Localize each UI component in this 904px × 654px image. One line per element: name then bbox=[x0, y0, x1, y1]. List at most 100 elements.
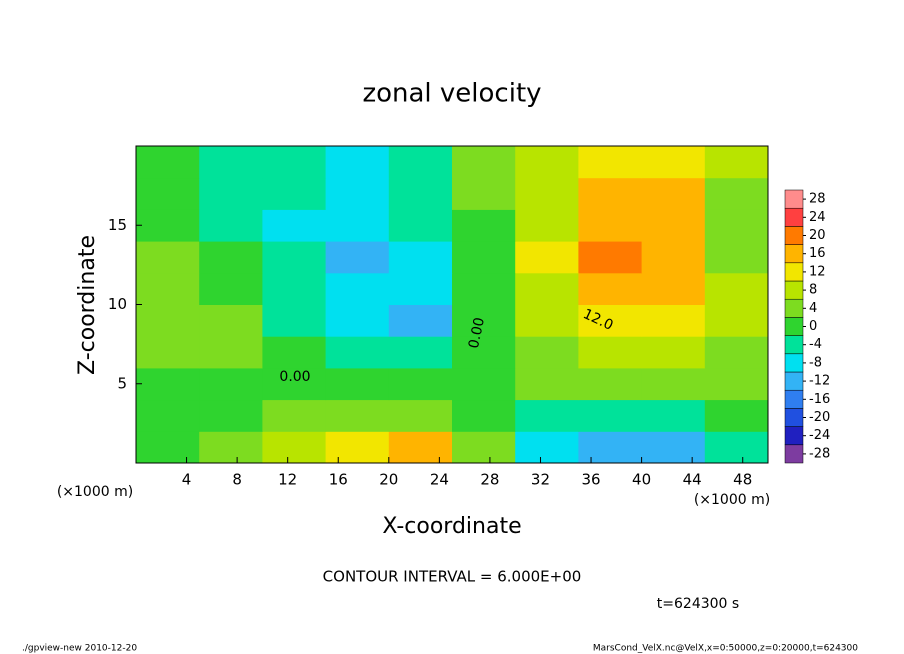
field-cell bbox=[199, 209, 263, 242]
colorbar-tick-label: 24 bbox=[809, 210, 826, 225]
x-tick-label: 28 bbox=[480, 471, 499, 489]
x-tick-label: 48 bbox=[733, 471, 752, 489]
field-cell bbox=[515, 399, 579, 432]
colorbar-segment bbox=[784, 408, 804, 427]
field-cell bbox=[704, 177, 769, 210]
field-cell bbox=[515, 177, 579, 210]
field-cell bbox=[578, 146, 643, 179]
x-tick-label: 20 bbox=[379, 471, 398, 489]
field-cell bbox=[136, 399, 200, 432]
field-cell bbox=[515, 146, 579, 179]
field-cell bbox=[641, 399, 706, 432]
field-cell bbox=[578, 272, 643, 305]
colorbar-tick-label: -8 bbox=[809, 355, 822, 370]
x-tick-label: 12 bbox=[278, 471, 297, 489]
time-label: t=624300 s bbox=[657, 596, 739, 612]
field-cell bbox=[704, 272, 769, 305]
field-cell bbox=[704, 367, 769, 401]
chart-title: zonal velocity bbox=[362, 79, 541, 109]
colorbar-tick-label: 0 bbox=[809, 319, 817, 334]
field-cell bbox=[452, 177, 516, 210]
colorbar-segment bbox=[784, 444, 804, 464]
x-tick-label: 8 bbox=[232, 471, 242, 489]
field-cell bbox=[325, 146, 390, 179]
field-cell bbox=[262, 272, 327, 305]
field-cell bbox=[388, 177, 453, 210]
x-tick-label: 24 bbox=[430, 471, 449, 489]
field-cell bbox=[452, 146, 516, 179]
colorbar-segment bbox=[784, 262, 804, 282]
field-cell bbox=[136, 177, 200, 210]
colorbar-tick-label: -20 bbox=[809, 410, 830, 425]
colorbar-tick-label: -12 bbox=[809, 374, 830, 389]
field-cell bbox=[641, 431, 706, 464]
field-cell bbox=[704, 209, 769, 242]
field-cell bbox=[452, 431, 516, 464]
field-cell bbox=[641, 146, 706, 179]
field-cell bbox=[262, 367, 327, 401]
field-cell bbox=[578, 431, 643, 464]
field-cell bbox=[515, 431, 579, 464]
field-cell bbox=[136, 304, 200, 337]
colorbar-tick-label: 16 bbox=[809, 246, 826, 261]
x-tick-label: 32 bbox=[531, 471, 550, 489]
colorbar-segment bbox=[784, 207, 804, 227]
field-cell bbox=[452, 399, 516, 432]
field-cell bbox=[388, 399, 453, 432]
colorbar-segment bbox=[784, 335, 804, 355]
field-cell bbox=[136, 431, 200, 464]
field-cell bbox=[262, 241, 327, 274]
x-tick-label: 16 bbox=[329, 471, 348, 489]
field-cell bbox=[262, 336, 327, 369]
y-axis-label: Z-coordinate bbox=[75, 235, 100, 375]
field-cell bbox=[388, 209, 453, 242]
field-cell bbox=[262, 304, 327, 337]
colorbar-tick-label: 12 bbox=[809, 264, 826, 279]
field-cell bbox=[452, 367, 516, 401]
field-cell bbox=[325, 241, 390, 274]
colorbar-tick-label: 20 bbox=[809, 228, 826, 243]
field-cell bbox=[578, 304, 643, 337]
y-tick-label: 10 bbox=[108, 295, 127, 313]
colorbar-segment bbox=[784, 244, 804, 264]
colorbar-tick-label: 28 bbox=[809, 192, 826, 207]
field-cell bbox=[388, 431, 453, 464]
y-tick-label: 15 bbox=[108, 216, 127, 234]
field-cell bbox=[578, 399, 643, 432]
field-cell bbox=[325, 431, 390, 464]
contour-interval: CONTOUR INTERVAL = 6.000E+00 bbox=[323, 568, 582, 586]
field-cell bbox=[262, 146, 327, 179]
colorbar-segment bbox=[784, 426, 804, 446]
contour-label: 0.00 bbox=[466, 316, 488, 350]
field-cell bbox=[578, 241, 643, 274]
field-cell bbox=[136, 336, 200, 369]
field-cell bbox=[515, 241, 579, 274]
y-tick-label: 5 bbox=[117, 374, 127, 392]
field-cell bbox=[262, 177, 327, 210]
field-cell bbox=[704, 431, 769, 464]
footer-left: ./gpview-new 2010-12-20 bbox=[22, 644, 137, 654]
field-cell bbox=[578, 209, 643, 242]
field-cell bbox=[325, 209, 390, 242]
field-cell bbox=[199, 177, 263, 210]
field-cell bbox=[325, 336, 390, 369]
footer-right: MarsCond_VelX.nc@VelX,x=0:50000,z=0:2000… bbox=[593, 644, 858, 654]
field-cell bbox=[515, 209, 579, 242]
colorbar-tick-label: 8 bbox=[809, 283, 817, 298]
field-cell bbox=[136, 272, 200, 305]
colorbar-tick-label: -24 bbox=[809, 428, 830, 443]
field-cell bbox=[452, 272, 516, 305]
field-cell bbox=[199, 146, 263, 179]
contour-label: 0.00 bbox=[279, 369, 310, 385]
field-cell bbox=[515, 336, 579, 369]
field-cell bbox=[136, 367, 200, 401]
colorbar-tick-label: -4 bbox=[809, 337, 822, 352]
field-cell bbox=[199, 304, 263, 337]
field-cell bbox=[578, 367, 643, 401]
field-cell bbox=[704, 304, 769, 337]
field-cell bbox=[199, 272, 263, 305]
x-tick-label: 4 bbox=[182, 471, 192, 489]
field-cell bbox=[325, 272, 390, 305]
colorbar-segment bbox=[784, 280, 804, 300]
field-cell bbox=[704, 241, 769, 274]
